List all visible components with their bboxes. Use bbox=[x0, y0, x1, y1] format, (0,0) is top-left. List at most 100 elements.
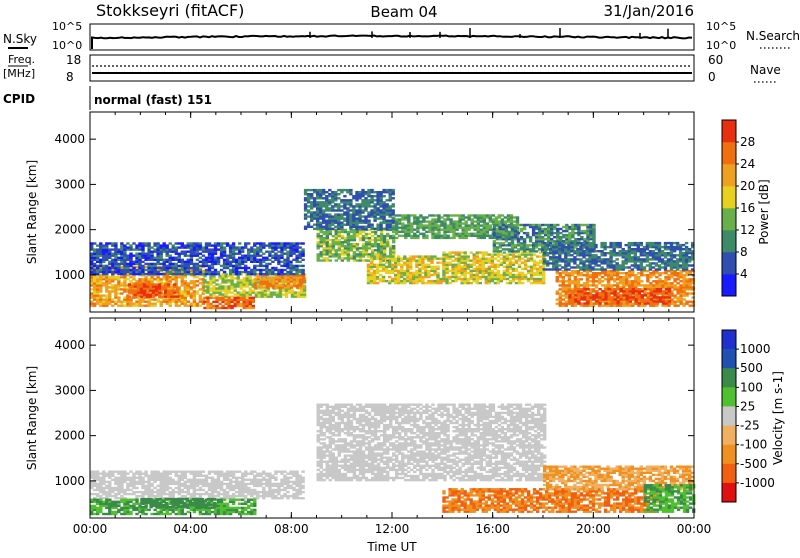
heatmap-cell bbox=[589, 230, 592, 232]
heatmap-cell bbox=[379, 258, 382, 260]
heatmap-cell bbox=[247, 257, 250, 259]
heatmap-cell bbox=[319, 209, 322, 211]
heatmap-cell bbox=[616, 278, 619, 280]
heatmap-cell bbox=[224, 277, 227, 279]
heatmap-cell bbox=[421, 280, 424, 282]
heatmap-cell bbox=[215, 279, 218, 281]
heatmap-cell bbox=[282, 293, 285, 295]
heatmap-cell bbox=[682, 303, 685, 305]
heatmap-cell bbox=[655, 280, 658, 282]
heatmap-cell bbox=[190, 286, 193, 288]
heatmap-cell bbox=[147, 251, 150, 253]
heatmap-cell bbox=[503, 270, 506, 272]
heatmap-cell bbox=[163, 251, 166, 253]
heatmap-cell bbox=[500, 280, 503, 282]
heatmap-cell bbox=[111, 284, 114, 286]
heatmap-cell bbox=[271, 267, 274, 269]
heatmap-cell bbox=[574, 290, 577, 292]
heatmap-cell bbox=[359, 237, 362, 239]
heatmap-cell bbox=[527, 266, 530, 268]
heatmap-cell bbox=[583, 284, 586, 286]
heatmap-cell bbox=[114, 301, 117, 303]
heatmap-cell bbox=[167, 283, 170, 285]
heatmap-cell bbox=[223, 271, 226, 273]
heatmap-cell bbox=[253, 265, 256, 267]
heatmap-cell bbox=[455, 227, 458, 229]
heatmap-cell bbox=[427, 274, 430, 276]
heatmap-cell bbox=[209, 287, 212, 289]
heatmap-cell bbox=[265, 244, 268, 246]
heatmap-cell bbox=[323, 231, 326, 233]
heatmap-cell bbox=[319, 213, 322, 215]
heatmap-cell bbox=[96, 251, 99, 253]
heatmap-cell bbox=[568, 284, 571, 286]
heatmap-cell bbox=[350, 235, 353, 237]
heatmap-cell bbox=[358, 197, 361, 199]
heatmap-cell bbox=[286, 242, 289, 244]
heatmap-cell bbox=[373, 228, 376, 230]
heatmap-cell bbox=[293, 282, 296, 284]
heatmap-cell bbox=[147, 278, 150, 280]
heatmap-cell bbox=[253, 257, 256, 259]
heatmap-cell bbox=[169, 278, 172, 280]
heatmap-cell bbox=[295, 255, 298, 257]
heatmap-cell bbox=[559, 280, 562, 282]
heatmap-cell bbox=[476, 280, 479, 282]
heatmap-cell bbox=[230, 299, 233, 301]
heatmap-cell bbox=[562, 284, 565, 286]
heatmap-cell bbox=[492, 220, 495, 222]
heatmap-cell bbox=[332, 247, 335, 249]
heatmap-cell bbox=[274, 267, 277, 269]
heatmap-cell bbox=[676, 286, 679, 288]
heatmap-cell bbox=[359, 253, 362, 255]
heatmap-cell bbox=[265, 263, 268, 265]
heatmap-cell bbox=[156, 271, 159, 273]
heatmap-cell bbox=[350, 247, 353, 249]
heatmap-cell bbox=[199, 273, 202, 275]
heatmap-cell bbox=[448, 251, 451, 253]
date-title: 31/Jan/2016 bbox=[604, 2, 695, 20]
heatmap-cell bbox=[410, 235, 413, 237]
heatmap-cell bbox=[150, 298, 153, 300]
heatmap-cell bbox=[529, 244, 532, 246]
heatmap-cell bbox=[580, 224, 583, 226]
heatmap-cell bbox=[499, 242, 502, 244]
heatmap-cell bbox=[211, 271, 214, 273]
heatmap-cell bbox=[138, 301, 141, 303]
heatmap-cell bbox=[295, 242, 298, 244]
heatmap-cell bbox=[425, 235, 428, 237]
heatmap-cell bbox=[344, 229, 347, 231]
heatmap-cell bbox=[515, 282, 518, 284]
heatmap-cell bbox=[635, 302, 638, 304]
heatmap-cell bbox=[358, 213, 361, 215]
nsearch-scale-bottom: 10^0 bbox=[706, 39, 736, 52]
heatmap-cell bbox=[409, 268, 412, 270]
heatmap-cell bbox=[93, 263, 96, 265]
heatmap-cell bbox=[243, 299, 246, 301]
heatmap-cell bbox=[358, 203, 361, 205]
heatmap-cell bbox=[114, 257, 117, 259]
heatmap-cell bbox=[313, 224, 316, 226]
heatmap-cell bbox=[509, 264, 512, 266]
heatmap-cell bbox=[313, 203, 316, 205]
heatmap-cell bbox=[598, 288, 601, 290]
heatmap-cell bbox=[256, 246, 259, 248]
heatmap-cell bbox=[422, 224, 425, 226]
heatmap-cell bbox=[240, 297, 243, 299]
heatmap-cell bbox=[316, 197, 319, 199]
heatmap-cell bbox=[376, 264, 379, 266]
heatmap-cell bbox=[580, 236, 583, 238]
heatmap-cell bbox=[571, 290, 574, 292]
heatmap-cell bbox=[488, 268, 491, 270]
heatmap-cell bbox=[296, 284, 299, 286]
heatmap-cell bbox=[244, 267, 247, 269]
heatmap-cell bbox=[479, 251, 482, 253]
heatmap-cell bbox=[376, 213, 379, 215]
heatmap-cell bbox=[436, 266, 439, 268]
heatmap-cell bbox=[114, 278, 117, 280]
heatmap-cell bbox=[409, 258, 412, 260]
heatmap-cell bbox=[416, 235, 419, 237]
heatmap-cell bbox=[468, 214, 471, 216]
heatmap-cell bbox=[265, 257, 268, 259]
heatmap-cell bbox=[542, 280, 545, 282]
